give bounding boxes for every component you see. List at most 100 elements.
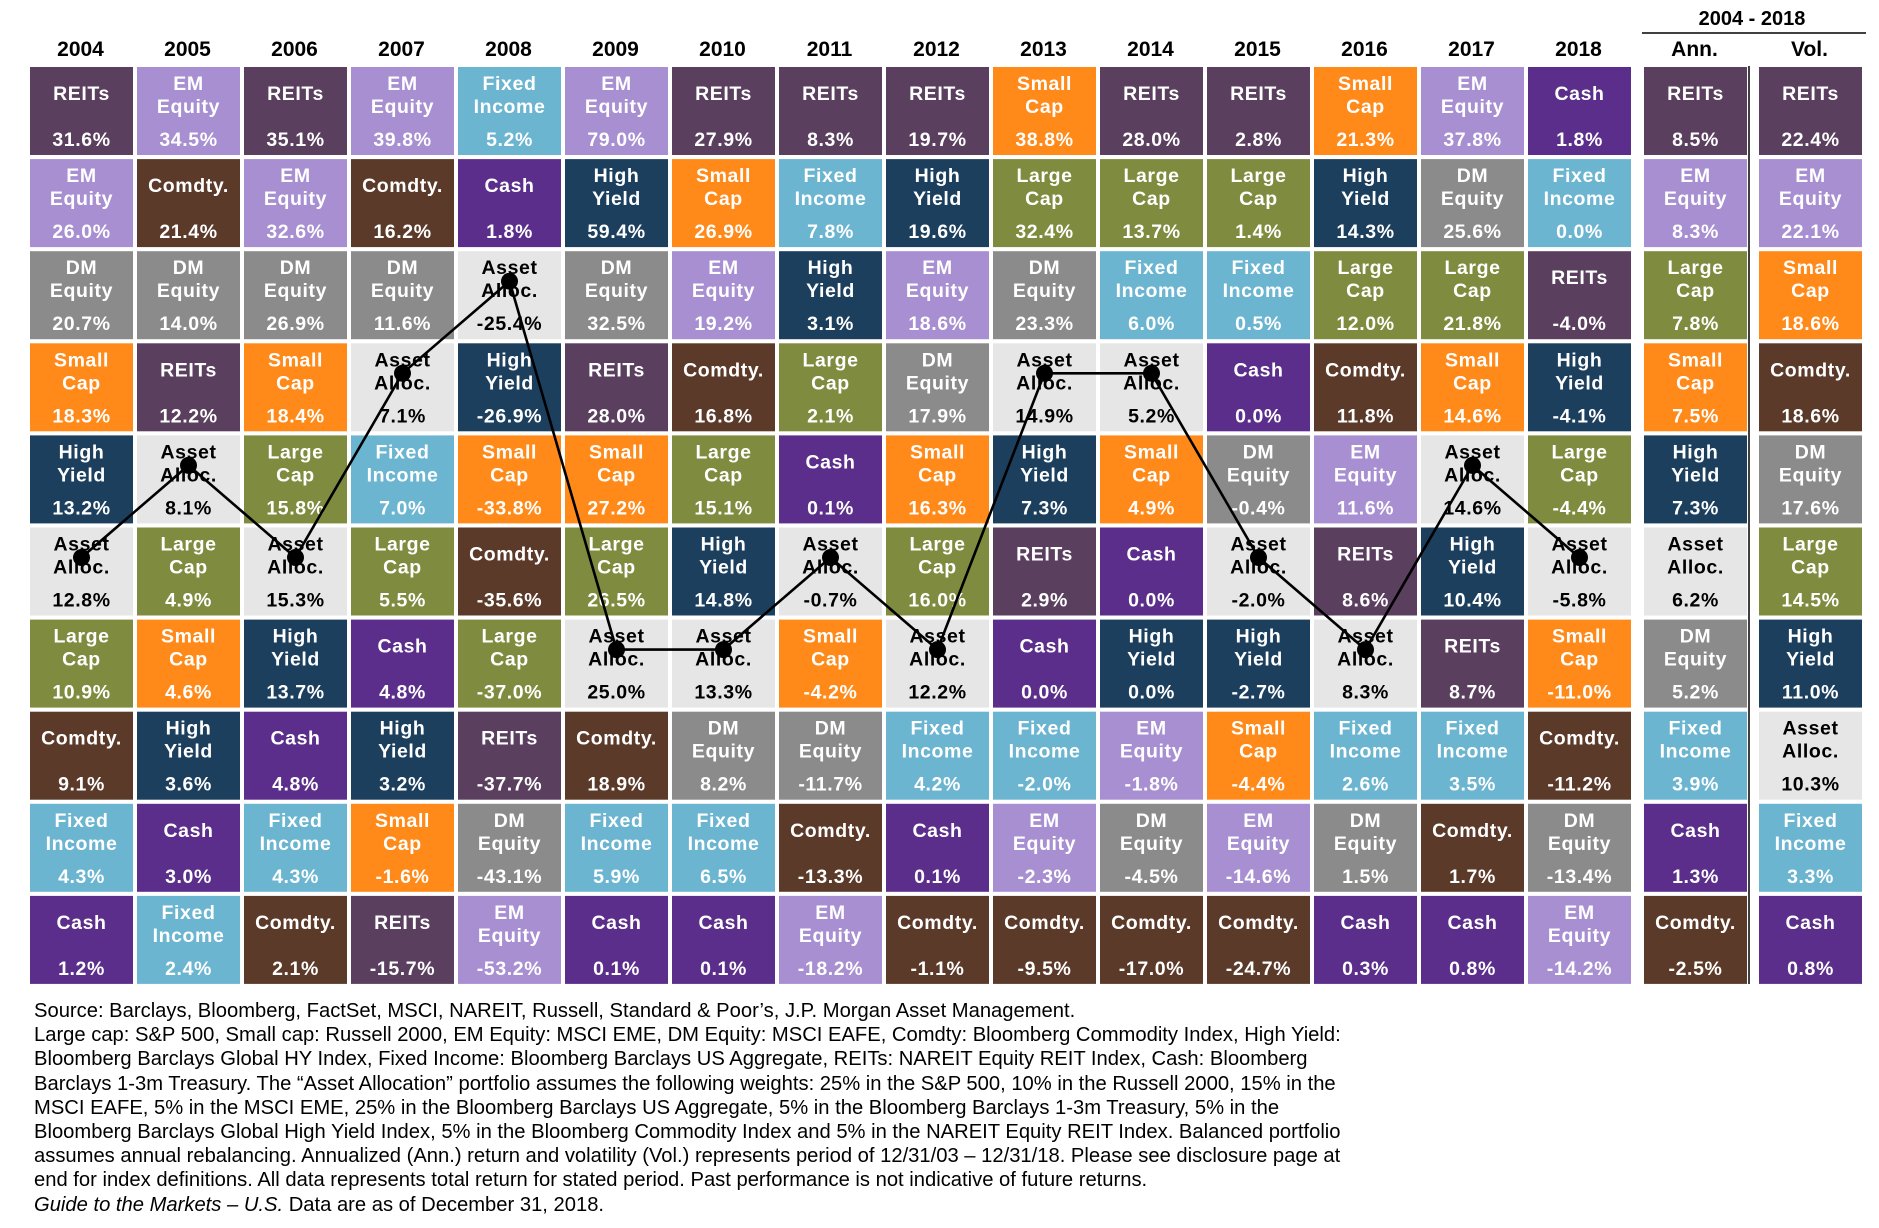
footnote-line: Bloomberg Barclays Global HY Index, Fixe… bbox=[34, 1048, 1308, 1071]
cell bbox=[1207, 251, 1310, 340]
cell bbox=[351, 895, 454, 984]
cell-value: 2.9% bbox=[1021, 590, 1068, 612]
cell-value: 12.8% bbox=[52, 590, 110, 612]
cell-label: Fixed bbox=[269, 810, 323, 832]
cell-label: Asset bbox=[1123, 349, 1179, 371]
cell-value: 8.5% bbox=[1672, 129, 1719, 151]
cell-value: 8.6% bbox=[1342, 590, 1389, 612]
cell-value: -53.2% bbox=[477, 958, 542, 980]
cell-value: 0.1% bbox=[593, 958, 640, 980]
cell-label: Alloc. bbox=[1123, 372, 1180, 394]
cell-value: 1.7% bbox=[1449, 866, 1496, 888]
footnote-guide-title: Guide to the Markets – U.S. bbox=[34, 1193, 284, 1216]
cell-value: 7.1% bbox=[379, 405, 426, 427]
cell-value: -4.1% bbox=[1553, 405, 1607, 427]
cell-value: 14.5% bbox=[1781, 590, 1839, 612]
cell-value: 17.9% bbox=[908, 405, 966, 427]
cell-label: Income bbox=[1009, 741, 1081, 763]
cell-label: Equity bbox=[157, 96, 220, 118]
cell-value: 2.1% bbox=[807, 405, 854, 427]
cell-label: Comdty. bbox=[1770, 359, 1851, 381]
cell-label: REITs bbox=[695, 83, 752, 105]
cell bbox=[993, 803, 1096, 892]
cell-value: 13.7% bbox=[266, 682, 324, 704]
cell bbox=[244, 895, 347, 984]
cell bbox=[1528, 435, 1631, 524]
cell-label: EM bbox=[1350, 441, 1380, 463]
cell-label: Cap bbox=[383, 833, 422, 855]
cell-value: 10.4% bbox=[1443, 590, 1501, 612]
cell-value: 3.5% bbox=[1449, 774, 1496, 796]
cell-value: -5.8% bbox=[1553, 590, 1607, 612]
cell-label: Income bbox=[367, 464, 439, 486]
cell-label: Alloc. bbox=[1551, 557, 1608, 579]
cell bbox=[244, 67, 347, 155]
cell bbox=[779, 895, 882, 984]
cell-label: Equity bbox=[1779, 464, 1842, 486]
cell-label: Yield bbox=[592, 188, 641, 210]
cell-label: DM bbox=[601, 257, 633, 279]
cell-value: 25.6% bbox=[1443, 221, 1501, 243]
footnote-line: MSCI EAFE, 5% in the MSCI EME, 25% in th… bbox=[34, 1096, 1280, 1119]
footnote-guide: Guide to the Markets – U.S. Data are as … bbox=[34, 1193, 1574, 1217]
cell-value: 59.4% bbox=[587, 221, 645, 243]
cell bbox=[137, 803, 240, 892]
cell-label: DM bbox=[1795, 441, 1827, 463]
cell bbox=[1421, 711, 1524, 800]
cell-label: Cap bbox=[1676, 372, 1715, 394]
cell-value: 0.0% bbox=[1021, 682, 1068, 704]
cell-value: 39.8% bbox=[373, 129, 431, 151]
cell-label: Equity bbox=[1334, 464, 1397, 486]
cell bbox=[1100, 527, 1203, 616]
year-header: 2004 bbox=[57, 38, 104, 61]
footnote-line: end for index definitions. All data repr… bbox=[34, 1169, 1148, 1192]
cell-label: Small bbox=[803, 626, 858, 648]
cell-value: -0.7% bbox=[804, 590, 858, 612]
cell-label: Comdty. bbox=[1325, 359, 1406, 381]
cell-label: Cash bbox=[1233, 359, 1283, 381]
cell-value: 35.1% bbox=[266, 129, 324, 151]
cell bbox=[779, 251, 882, 340]
year-header: 2013 bbox=[1020, 38, 1067, 61]
cell-value: 14.0% bbox=[159, 313, 217, 335]
cell bbox=[1207, 895, 1310, 984]
cell-label: Comdty. bbox=[1111, 912, 1192, 934]
cell-label: Cap bbox=[1239, 188, 1278, 210]
cell bbox=[1421, 251, 1524, 340]
cell-value: 13.3% bbox=[694, 682, 752, 704]
cell-label: Cap bbox=[1676, 280, 1715, 302]
cell-label: Income bbox=[260, 833, 332, 855]
cell bbox=[1421, 527, 1524, 616]
cell-value: 4.8% bbox=[272, 774, 319, 796]
cell-label: Equity bbox=[906, 280, 969, 302]
cell-value: -37.0% bbox=[477, 682, 542, 704]
cell-value: -14.6% bbox=[1226, 866, 1291, 888]
cell-value: 14.6% bbox=[1443, 405, 1501, 427]
cell bbox=[458, 527, 561, 616]
cell-label: High bbox=[1673, 441, 1719, 463]
asset-allocation-marker bbox=[287, 549, 304, 566]
cell-label: Large bbox=[588, 534, 644, 556]
cell-label: Large bbox=[802, 349, 858, 371]
cell-label: Small bbox=[1338, 73, 1393, 95]
cell-label: Cap bbox=[704, 188, 743, 210]
cell-value: 4.8% bbox=[379, 682, 426, 704]
cell-label: Equity bbox=[50, 188, 113, 210]
cell-label: Equity bbox=[692, 741, 755, 763]
cell-value: 34.5% bbox=[159, 129, 217, 151]
cell-value: 37.8% bbox=[1443, 129, 1501, 151]
cell-label: DM bbox=[1350, 810, 1382, 832]
cell bbox=[351, 711, 454, 800]
cell-value: 0.0% bbox=[1556, 221, 1603, 243]
cell bbox=[1421, 435, 1524, 524]
cell bbox=[1644, 159, 1747, 248]
cell bbox=[1207, 159, 1310, 248]
cell-label: Equity bbox=[906, 372, 969, 394]
cell-value: 9.1% bbox=[58, 774, 105, 796]
cell bbox=[1314, 711, 1417, 800]
cell bbox=[1207, 343, 1310, 432]
year-header: 2017 bbox=[1448, 38, 1495, 61]
cell-label: Small bbox=[1552, 626, 1607, 648]
cell-label: Income bbox=[902, 741, 974, 763]
cell-label: Large bbox=[481, 626, 537, 648]
